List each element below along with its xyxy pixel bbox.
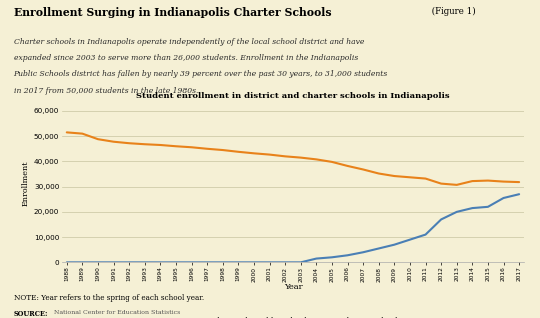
X-axis label: Year: Year xyxy=(284,283,302,291)
Text: (Figure 1): (Figure 1) xyxy=(429,7,476,16)
Title: Student enrollment in district and charter schools in Indianapolis: Student enrollment in district and chart… xyxy=(136,92,450,100)
Text: expanded since 2003 to serve more than 26,000 students. Enrollment in the Indian: expanded since 2003 to serve more than 2… xyxy=(14,54,357,62)
Text: National Center for Education Statistics: National Center for Education Statistics xyxy=(52,310,181,315)
Text: Charter schools in Indianapolis operate independently of the local school distri: Charter schools in Indianapolis operate … xyxy=(14,38,364,45)
Text: Public Schools district has fallen by nearly 39 percent over the past 30 years, : Public Schools district has fallen by ne… xyxy=(14,70,388,78)
Legend: Indianapolis public schools, Charter schools: Indianapolis public schools, Charter sch… xyxy=(181,314,405,318)
Text: Enrollment Surging in Indianapolis Charter Schools: Enrollment Surging in Indianapolis Chart… xyxy=(14,7,331,17)
Text: NOTE: Year refers to the spring of each school year.: NOTE: Year refers to the spring of each … xyxy=(14,294,204,302)
Text: in 2017 from 50,000 students in the late 1980s.: in 2017 from 50,000 students in the late… xyxy=(14,87,198,95)
Y-axis label: Enrollment: Enrollment xyxy=(22,160,30,206)
Text: SOURCE:: SOURCE: xyxy=(14,310,48,318)
